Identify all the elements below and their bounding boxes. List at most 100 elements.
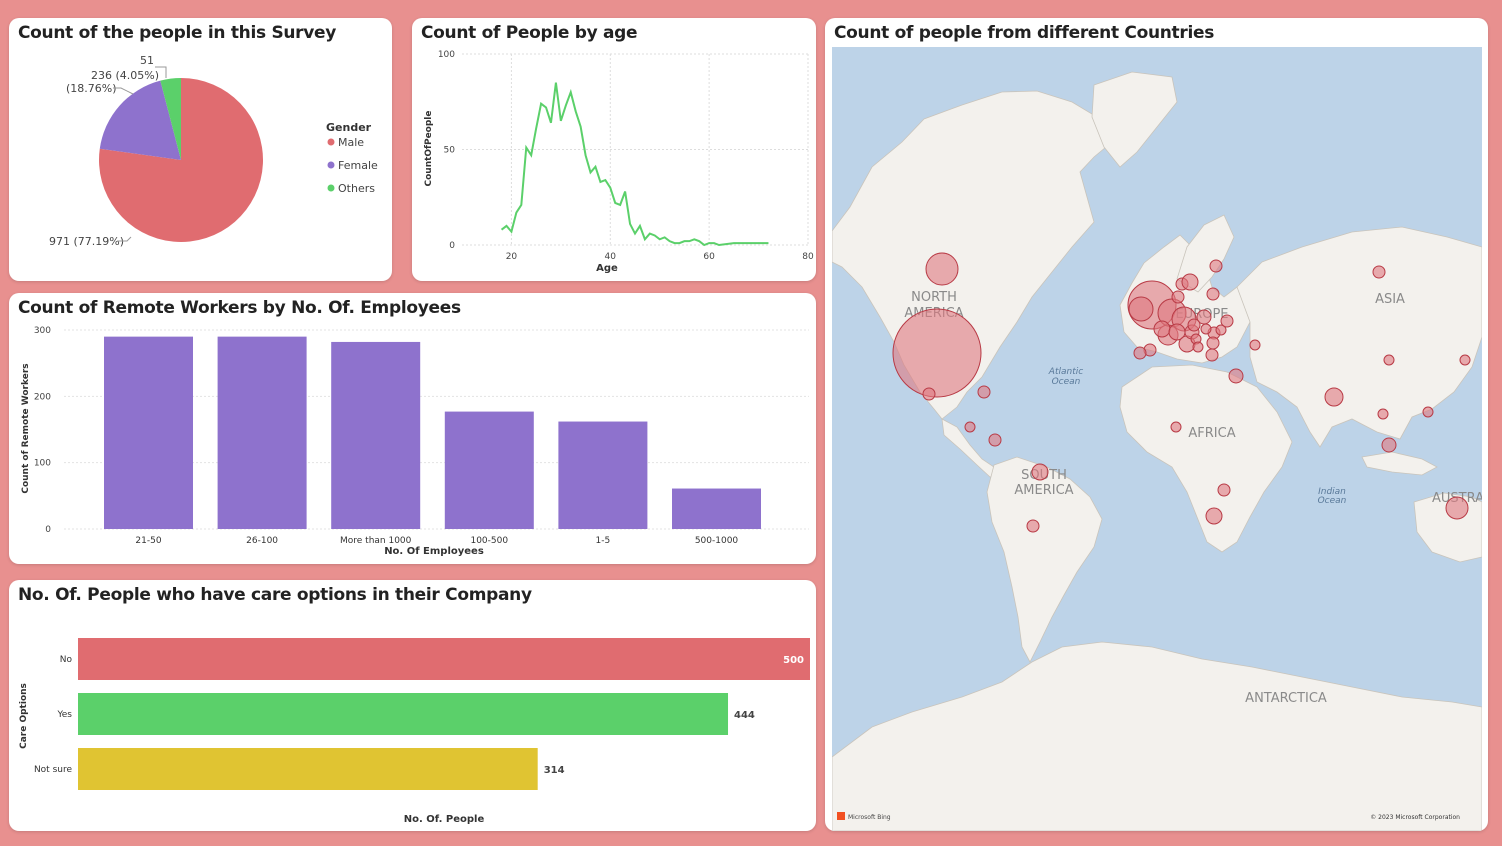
bubble-denmark[interactable] — [1171, 290, 1185, 304]
bar-xlabel: No. Of Employees — [384, 546, 484, 557]
line-xtick-60: 60 — [703, 252, 715, 262]
bubble-belgium[interactable] — [1153, 320, 1171, 338]
bubble-ukraine[interactable] — [1220, 314, 1234, 328]
label-indian-2: Ocean — [1318, 496, 1347, 506]
pie-legend-label-others: Others — [338, 182, 375, 195]
bar-ytick-0: 0 — [45, 525, 51, 535]
line-card: Count of People by age 20 40 60 80 0 50 100 Age… — [412, 18, 816, 281]
bubble-india[interactable] — [1324, 387, 1344, 407]
label-africa: AFRICA — [1188, 426, 1235, 441]
bar-2 — [331, 341, 421, 529]
label-indian-1: Indian — [1318, 487, 1346, 497]
pie-card: Count of the people in this Survey 971 (… — [9, 18, 392, 281]
care-chart: No 500 Yes 444 Not sure 314 No. Of. People Care… — [19, 638, 810, 825]
bubble-thailand[interactable] — [1377, 408, 1389, 420]
care-ytick-1: Yes — [56, 710, 72, 720]
bubble-colombia[interactable] — [988, 433, 1002, 447]
pie-legend-label-female: Female — [338, 159, 378, 172]
care-value-2: 314 — [544, 765, 565, 776]
bubble-south-africa[interactable] — [1205, 507, 1223, 525]
bubble-latvia[interactable] — [1206, 287, 1220, 301]
line-chart: 20 40 60 80 0 50 100 Age CountOfPeople — [424, 50, 814, 274]
care-ylabel: Care Options — [19, 683, 29, 749]
line-xtick-40: 40 — [605, 252, 617, 262]
country-bubbles[interactable] — [892, 252, 1471, 533]
pie-slice-female — [99, 80, 181, 160]
bubble-usa[interactable] — [892, 308, 982, 398]
bubble-zimbabwe[interactable] — [1217, 483, 1231, 497]
bubble-hungary[interactable] — [1200, 323, 1212, 335]
bubble-israel[interactable] — [1228, 368, 1244, 384]
bubble-canada[interactable] — [925, 252, 959, 286]
pie-legend-label-male: Male — [338, 136, 364, 149]
pie-slice-others — [160, 78, 181, 160]
bubble-bosnia[interactable] — [1192, 341, 1204, 353]
bubble-cuba[interactable] — [977, 385, 991, 399]
label-asia: ASIA — [1375, 292, 1405, 307]
bubble-uruguay[interactable] — [1026, 519, 1040, 533]
care-ytick-2: Not sure — [34, 765, 73, 775]
bubble-georgia[interactable] — [1249, 339, 1261, 351]
label-atlantic-1: Atlantic — [1048, 367, 1083, 377]
bubble-brazil[interactable] — [1031, 463, 1049, 481]
bing-logo-icon — [837, 812, 845, 820]
bubble-greece[interactable] — [1205, 348, 1219, 362]
map-card: Count of people from different Countries — [825, 18, 1488, 831]
bubble-ireland[interactable] — [1128, 296, 1154, 322]
line-ytick-0: 0 — [449, 241, 455, 251]
bar-ytick-200: 200 — [34, 392, 51, 402]
bar-1 — [217, 336, 307, 529]
pie-leader-female — [113, 87, 134, 95]
line-ytick-100: 100 — [438, 50, 455, 60]
bubble-serbia[interactable] — [1215, 324, 1227, 336]
bubble-russia[interactable] — [1372, 265, 1386, 279]
land-antarctica — [832, 641, 1482, 831]
map-title: Count of people from different Countries — [834, 23, 1215, 43]
bubble-nigeria[interactable] — [1170, 421, 1182, 433]
bubble-czech[interactable] — [1187, 318, 1201, 332]
bar-ytick-100: 100 — [34, 459, 51, 469]
pie-leader-male — [117, 236, 132, 242]
label-south-america-2: AMERICA — [1014, 483, 1073, 498]
pie-chart: 971 (77.19%) 236 (4.05%)(18.76%) 51 Gender M… — [49, 54, 378, 248]
care-card: No. Of. People who have care options in … — [9, 580, 816, 831]
copyright-attribution: © 2023 Microsoft Corporation — [1370, 814, 1460, 821]
line-xtick-20: 20 — [506, 252, 518, 262]
world-map[interactable]: NORTH AMERICA SOUTH AMERICA EUROPE AFRIC… — [832, 47, 1482, 831]
pie-legend-marker-female — [327, 161, 335, 169]
bubble-finland[interactable] — [1209, 259, 1223, 273]
care-value-0: 500 — [783, 655, 804, 666]
pie-legend-marker-others — [327, 184, 335, 192]
bar-5 — [672, 488, 761, 529]
bubble-sweden[interactable] — [1181, 273, 1199, 291]
pie-label-female-pct: (18.76%) — [66, 82, 117, 95]
bubble-bulgaria[interactable] — [1206, 336, 1220, 350]
bar-ylabel: Count of Remote Workers — [21, 363, 31, 493]
bubble-philippines[interactable] — [1422, 406, 1434, 418]
bubble-japan[interactable] — [1459, 354, 1471, 366]
line-xtick-80: 80 — [802, 252, 814, 262]
bar-xtick-1: 26-100 — [246, 536, 278, 546]
care-title: No. Of. People who have care options in … — [18, 585, 532, 605]
pie-legend-marker-male — [327, 138, 335, 146]
bar-xtick-5: 500-1000 — [695, 536, 739, 546]
bar-xtick-4: 1-5 — [596, 536, 611, 546]
bubble-portugal[interactable] — [1133, 346, 1147, 360]
bubble-china[interactable] — [1383, 354, 1395, 366]
label-atlantic-2: Ocean — [1052, 377, 1081, 387]
label-north-america-1: NORTH — [911, 290, 957, 305]
land-asia — [1236, 226, 1482, 448]
bubble-costa-rica[interactable] — [964, 421, 976, 433]
care-ytick-0: No — [60, 655, 73, 665]
care-bar-2 — [78, 748, 538, 790]
bar-xtick-0: 21-50 — [135, 536, 161, 546]
bubble-australia[interactable] — [1445, 496, 1469, 520]
line-ylabel: CountOfPeople — [424, 111, 434, 187]
bar-4 — [558, 421, 648, 529]
bubble-singapore[interactable] — [1381, 437, 1397, 453]
land-south-america — [986, 456, 1103, 663]
bar-xtick-3: 100-500 — [470, 536, 508, 546]
bar-ytick-300: 300 — [34, 326, 51, 336]
bubble-mexico[interactable] — [922, 387, 936, 401]
bars-card: Count of Remote Workers by No. Of. Emplo… — [9, 293, 816, 564]
